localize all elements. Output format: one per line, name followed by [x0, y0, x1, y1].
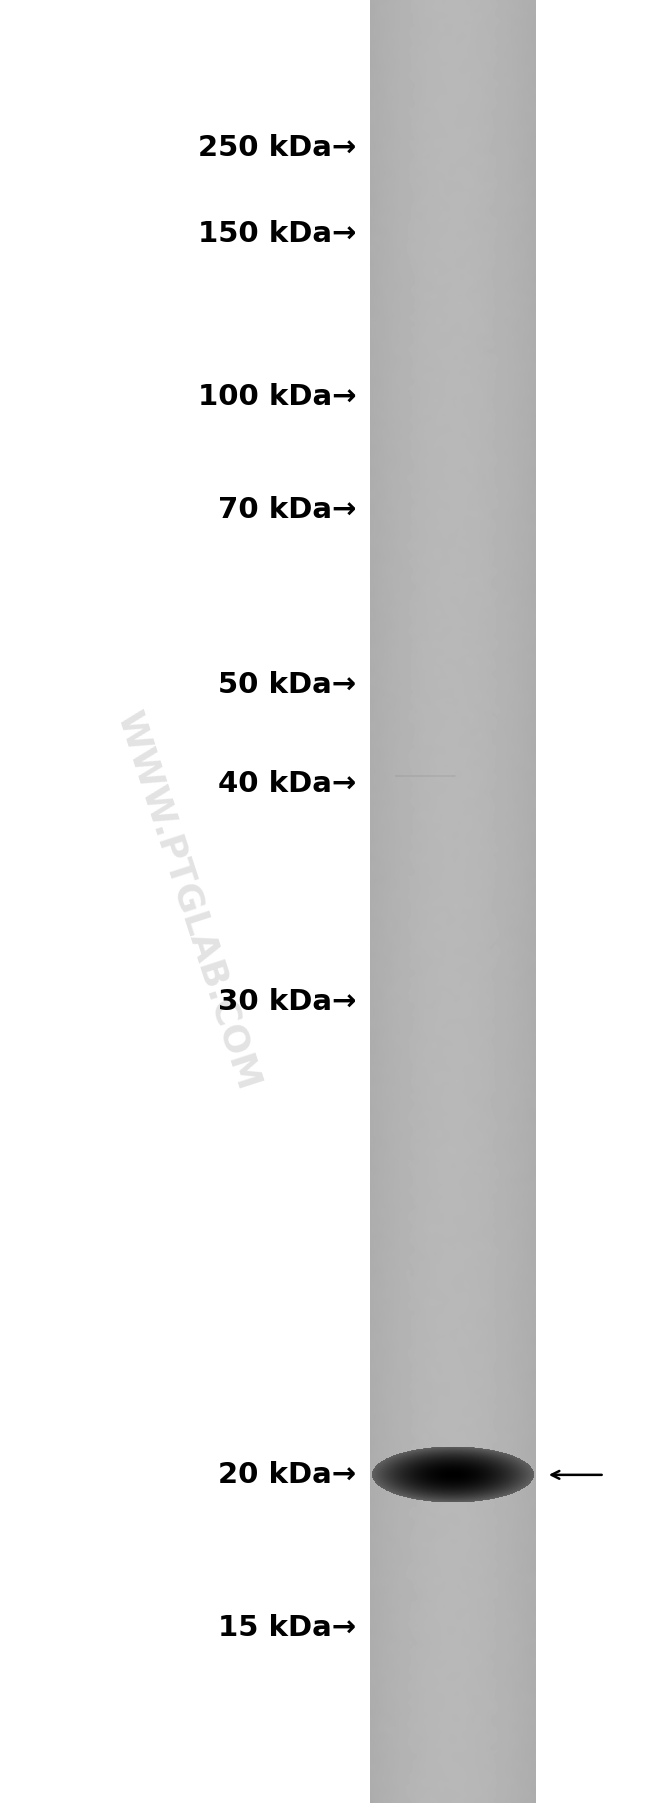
- Text: 40 kDa→: 40 kDa→: [218, 770, 356, 799]
- Text: 20 kDa→: 20 kDa→: [218, 1460, 356, 1489]
- Text: 30 kDa→: 30 kDa→: [218, 988, 356, 1017]
- Text: 50 kDa→: 50 kDa→: [218, 671, 356, 700]
- Text: 150 kDa→: 150 kDa→: [198, 220, 356, 249]
- Text: 100 kDa→: 100 kDa→: [198, 382, 356, 411]
- Text: WWW.PTGLAB.COM: WWW.PTGLAB.COM: [111, 709, 266, 1094]
- Text: 70 kDa→: 70 kDa→: [218, 496, 356, 525]
- Text: 250 kDa→: 250 kDa→: [198, 133, 356, 162]
- Text: 15 kDa→: 15 kDa→: [218, 1614, 356, 1643]
